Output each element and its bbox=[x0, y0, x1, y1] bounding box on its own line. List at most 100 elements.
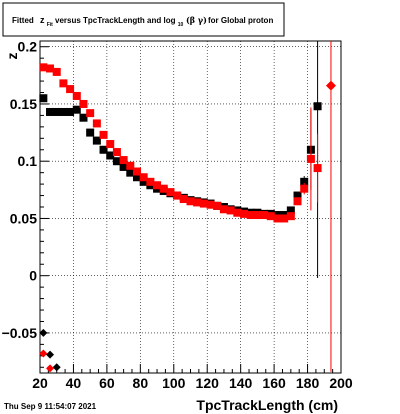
red-square-marker bbox=[86, 109, 95, 118]
red-square-marker bbox=[139, 173, 148, 182]
black-square-marker bbox=[39, 328, 48, 337]
x-tick-label: 160 bbox=[262, 375, 286, 391]
red-square-marker bbox=[112, 148, 121, 157]
x-tick-label: 120 bbox=[196, 375, 220, 391]
black-square-marker bbox=[293, 191, 302, 200]
x-axis-title: TpcTrackLength (cm) bbox=[196, 397, 338, 413]
black-square-marker bbox=[52, 107, 61, 116]
red-square-marker bbox=[79, 99, 88, 108]
red-square-marker bbox=[253, 211, 262, 220]
red-square-marker bbox=[219, 205, 228, 214]
black-square-marker bbox=[72, 105, 81, 114]
black-square-marker bbox=[286, 206, 295, 215]
x-tick-label: 180 bbox=[296, 375, 320, 391]
title-box-frame bbox=[2, 2, 285, 37]
red-square-marker bbox=[240, 209, 249, 218]
red-square-marker bbox=[92, 119, 101, 128]
red-square-marker bbox=[226, 206, 235, 215]
title-middle: versus TpcTrackLength and log bbox=[55, 16, 176, 25]
black-square-marker bbox=[59, 107, 68, 116]
black-square-marker bbox=[313, 102, 322, 111]
y-axis-title: z bbox=[4, 53, 20, 60]
red-square-marker bbox=[46, 64, 55, 73]
red-square-marker bbox=[46, 364, 55, 373]
red-square-marker bbox=[39, 63, 48, 72]
y-tick-label: 0.2 bbox=[18, 39, 38, 55]
red-square-marker bbox=[132, 167, 141, 176]
timestamp-footer: Thu Sep 9 11:54:07 2021 bbox=[4, 402, 97, 411]
x-tick-label: 40 bbox=[66, 375, 82, 391]
red-square-marker bbox=[126, 161, 135, 170]
red-square-marker bbox=[179, 194, 188, 203]
data-series bbox=[39, 41, 336, 373]
red-square-marker bbox=[173, 191, 182, 200]
black-square-marker bbox=[46, 350, 55, 359]
black-square-marker bbox=[106, 151, 115, 160]
title-z-sub: Fit bbox=[47, 22, 53, 28]
red-square-marker bbox=[246, 211, 255, 220]
red-square-marker bbox=[293, 197, 302, 206]
red-square-marker bbox=[199, 199, 208, 208]
black-square-marker bbox=[112, 157, 121, 166]
black-square-marker bbox=[139, 177, 148, 186]
y-tick-label: 0.05 bbox=[10, 210, 37, 226]
red-square-marker bbox=[306, 154, 315, 163]
red-square-marker bbox=[233, 208, 242, 217]
red-series bbox=[39, 41, 336, 373]
title-prefix: Fitted bbox=[12, 16, 34, 25]
black-square-marker bbox=[66, 107, 75, 116]
y-tick-label: 0 bbox=[29, 268, 37, 284]
black-square-marker bbox=[119, 162, 128, 171]
red-square-marker bbox=[72, 91, 81, 100]
red-square-marker bbox=[146, 177, 155, 186]
red-square-marker bbox=[66, 85, 75, 94]
title-box: Fitted z Fit versus TpcTrackLength and l… bbox=[2, 2, 285, 37]
red-square-marker bbox=[119, 156, 128, 165]
grid bbox=[40, 41, 341, 373]
red-square-marker bbox=[266, 212, 275, 221]
x-tick-label: 20 bbox=[32, 375, 48, 391]
black-square-marker bbox=[52, 363, 61, 372]
red-square-marker bbox=[260, 211, 269, 220]
red-square-marker bbox=[273, 214, 282, 223]
red-diamond-marker bbox=[325, 80, 336, 91]
black-square-marker bbox=[99, 145, 108, 154]
red-square-marker bbox=[99, 130, 108, 139]
red-square-marker bbox=[300, 184, 309, 193]
title-beta-gamma: (β γ) bbox=[186, 15, 207, 25]
black-square-marker bbox=[46, 107, 55, 116]
black-square-marker bbox=[300, 177, 309, 186]
red-square-marker bbox=[52, 67, 61, 76]
red-square-marker bbox=[39, 349, 48, 358]
black-square-marker bbox=[126, 168, 135, 177]
black-square-marker bbox=[92, 136, 101, 145]
x-tick-label: 140 bbox=[229, 375, 253, 391]
title-suffix: for Global proton bbox=[208, 16, 273, 25]
chart-title: Fitted z Fit versus TpcTrackLength and l… bbox=[12, 15, 273, 28]
tick-labels: 20 40 60 80 100 120 140 160 180 200 −0.05 0 0.05 0.1 0… bbox=[2, 39, 353, 391]
black-square-marker bbox=[132, 173, 141, 182]
black-square-marker bbox=[86, 128, 95, 137]
y-tick-label: 0.15 bbox=[10, 96, 37, 112]
red-square-marker bbox=[59, 79, 68, 88]
red-square-marker bbox=[286, 212, 295, 221]
red-square-marker bbox=[106, 140, 115, 149]
x-tick-label: 100 bbox=[162, 375, 186, 391]
black-square-marker bbox=[39, 94, 48, 103]
y-tick-label: 0.1 bbox=[18, 153, 38, 169]
red-square-marker bbox=[280, 214, 289, 223]
title-log-sub: 10 bbox=[178, 22, 184, 28]
red-square-marker bbox=[159, 184, 168, 193]
black-square-marker bbox=[79, 113, 88, 122]
y-tick-label: −0.05 bbox=[2, 325, 38, 341]
title-z-main: z bbox=[40, 15, 45, 25]
red-square-marker bbox=[186, 197, 195, 206]
red-square-marker bbox=[213, 201, 222, 210]
red-square-marker bbox=[313, 164, 322, 173]
x-tick-label: 200 bbox=[329, 375, 353, 391]
red-square-marker bbox=[153, 181, 162, 190]
x-tick-label: 80 bbox=[133, 375, 149, 391]
red-square-marker bbox=[193, 198, 202, 207]
red-square-marker bbox=[206, 200, 215, 209]
